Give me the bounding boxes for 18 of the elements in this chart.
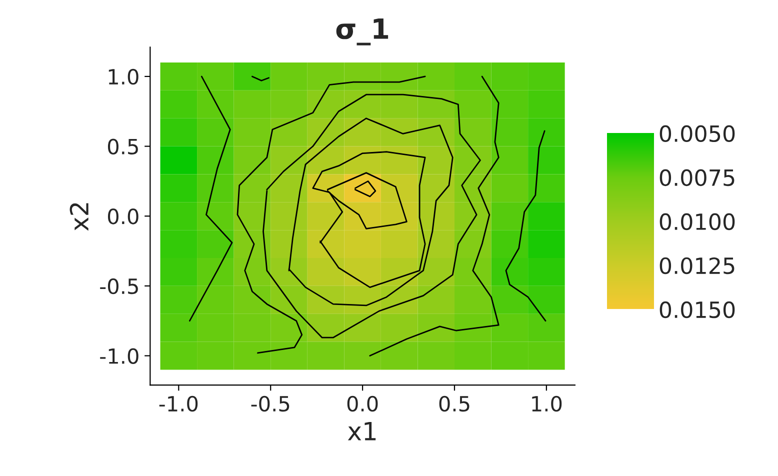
x-tick-label: 0.0: [347, 396, 378, 412]
y-tick-label: 1.0: [108, 68, 138, 85]
y-tick-label: 0.5: [108, 138, 138, 154]
color-bar-label: 0.0125: [660, 257, 734, 274]
color-bar-label: 0.0075: [660, 169, 734, 186]
chart-title: σ_1: [336, 18, 388, 46]
y-tick-label: -1.0: [100, 348, 138, 364]
x-tick-label: -0.5: [251, 396, 290, 412]
x-axis-title: x1: [348, 422, 376, 440]
y-tick-label: 0.0: [108, 208, 138, 224]
color-bar-label: 0.0150: [660, 301, 735, 318]
color-bar-label: 0.0050: [660, 125, 735, 142]
color-bar-label: 0.0100: [660, 213, 735, 230]
y-axis-title: x2: [70, 203, 88, 231]
x-tick-label: 0.5: [439, 396, 470, 412]
y-tick-label: -0.5: [100, 278, 138, 294]
x-tick-label: 1.0: [532, 396, 562, 412]
x-tick-label: -1.0: [159, 396, 198, 412]
